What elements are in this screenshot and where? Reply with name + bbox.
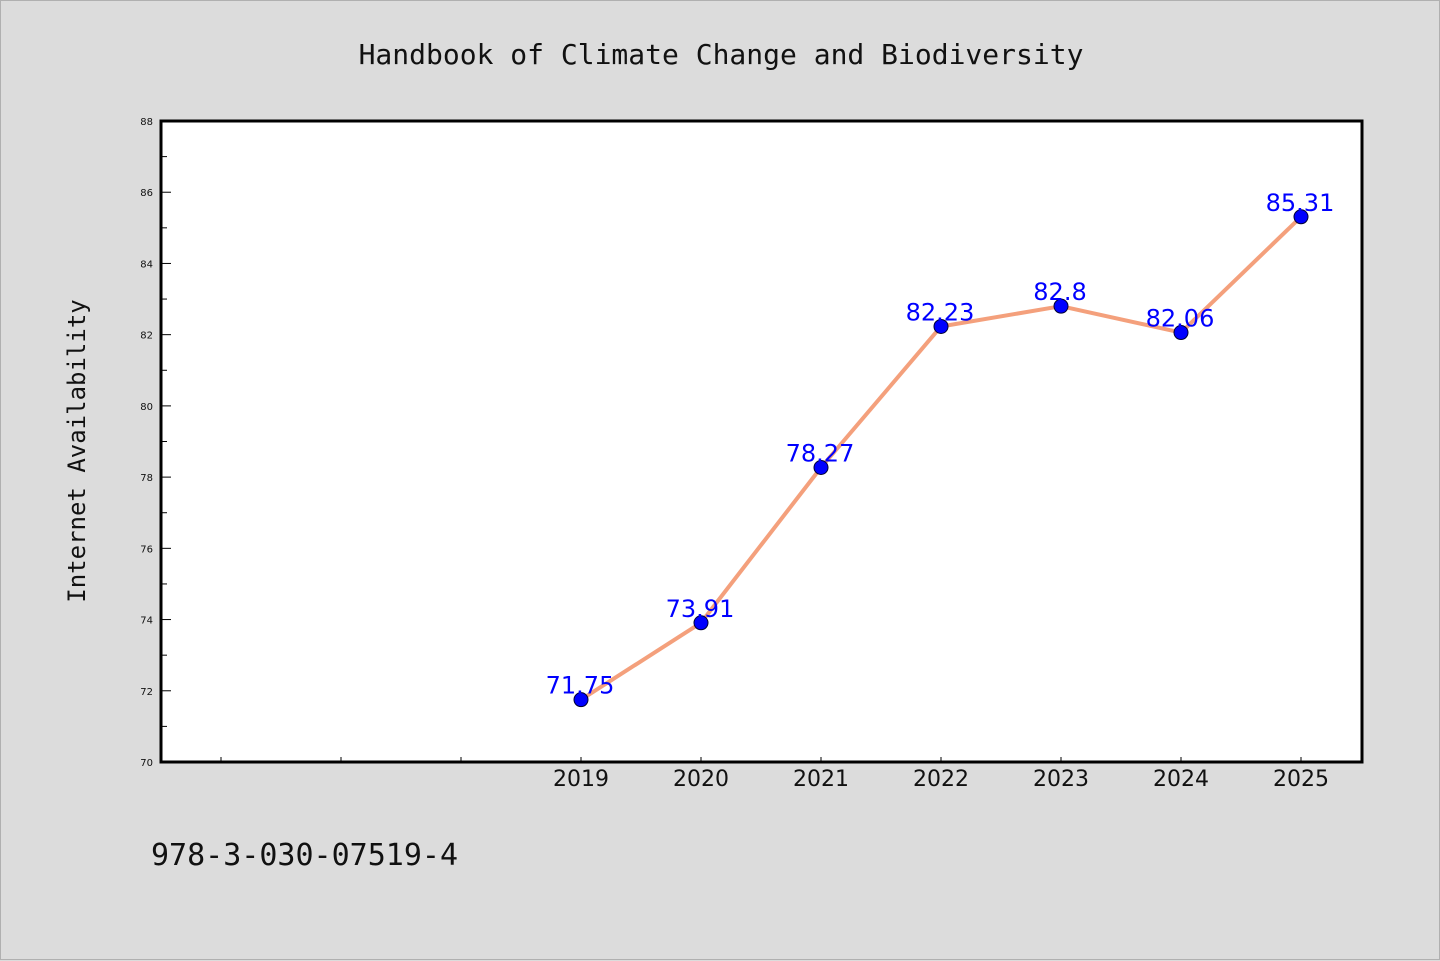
data-point (813, 459, 829, 475)
x-tick-label: 2019 (553, 767, 609, 792)
x-axis-ticks: 2019 2020 2021 2022 2023 2024 2025 (220, 757, 1329, 792)
data-point (693, 615, 709, 631)
data-point (1293, 209, 1309, 225)
x-tick-label: 2020 (673, 767, 729, 792)
y-tick-label: 84 (140, 259, 153, 270)
x-tick-label: 2021 (793, 767, 849, 792)
series-markers (573, 209, 1309, 708)
data-label: 82.06 (1146, 305, 1215, 333)
data-point (933, 318, 949, 334)
plot-area (159, 119, 1364, 764)
y-axis-label: Internet Availability (63, 299, 91, 602)
data-label: 73.91 (666, 595, 735, 623)
x-tick-label: 2025 (1273, 767, 1329, 792)
y-tick-label: 70 (140, 758, 153, 769)
data-point (1053, 298, 1069, 314)
data-label: 71.75 (546, 672, 615, 700)
data-label: 85.31 (1266, 189, 1335, 217)
y-axis-ticks: 70 72 74 76 78 80 82 84 86 88 (140, 117, 171, 769)
y-tick-label: 74 (140, 616, 153, 627)
y-tick-label: 80 (140, 402, 153, 413)
y-tick-label: 86 (140, 188, 153, 199)
y-tick-label: 82 (140, 331, 153, 342)
data-label: 78.27 (786, 439, 855, 467)
data-point (573, 692, 589, 708)
y-tick-label: 88 (140, 117, 153, 128)
data-labels: 71.75 73.91 78.27 82.23 82.8 82.06 85.31 (546, 189, 1335, 700)
x-tick-label: 2023 (1033, 767, 1089, 792)
chart-title: Handbook of Climate Change and Biodivers… (359, 38, 1084, 71)
data-label: 82.23 (906, 298, 975, 326)
y-tick-label: 72 (140, 687, 153, 698)
x-tick-label: 2024 (1153, 767, 1209, 792)
y-tick-label: 78 (140, 473, 153, 484)
x-tick-label: 2022 (913, 767, 969, 792)
y-tick-label: 76 (140, 544, 153, 555)
isbn-code: 978-3-030-07519-4 (151, 838, 458, 873)
data-label: 82.8 (1033, 278, 1086, 306)
data-point (1173, 325, 1189, 341)
